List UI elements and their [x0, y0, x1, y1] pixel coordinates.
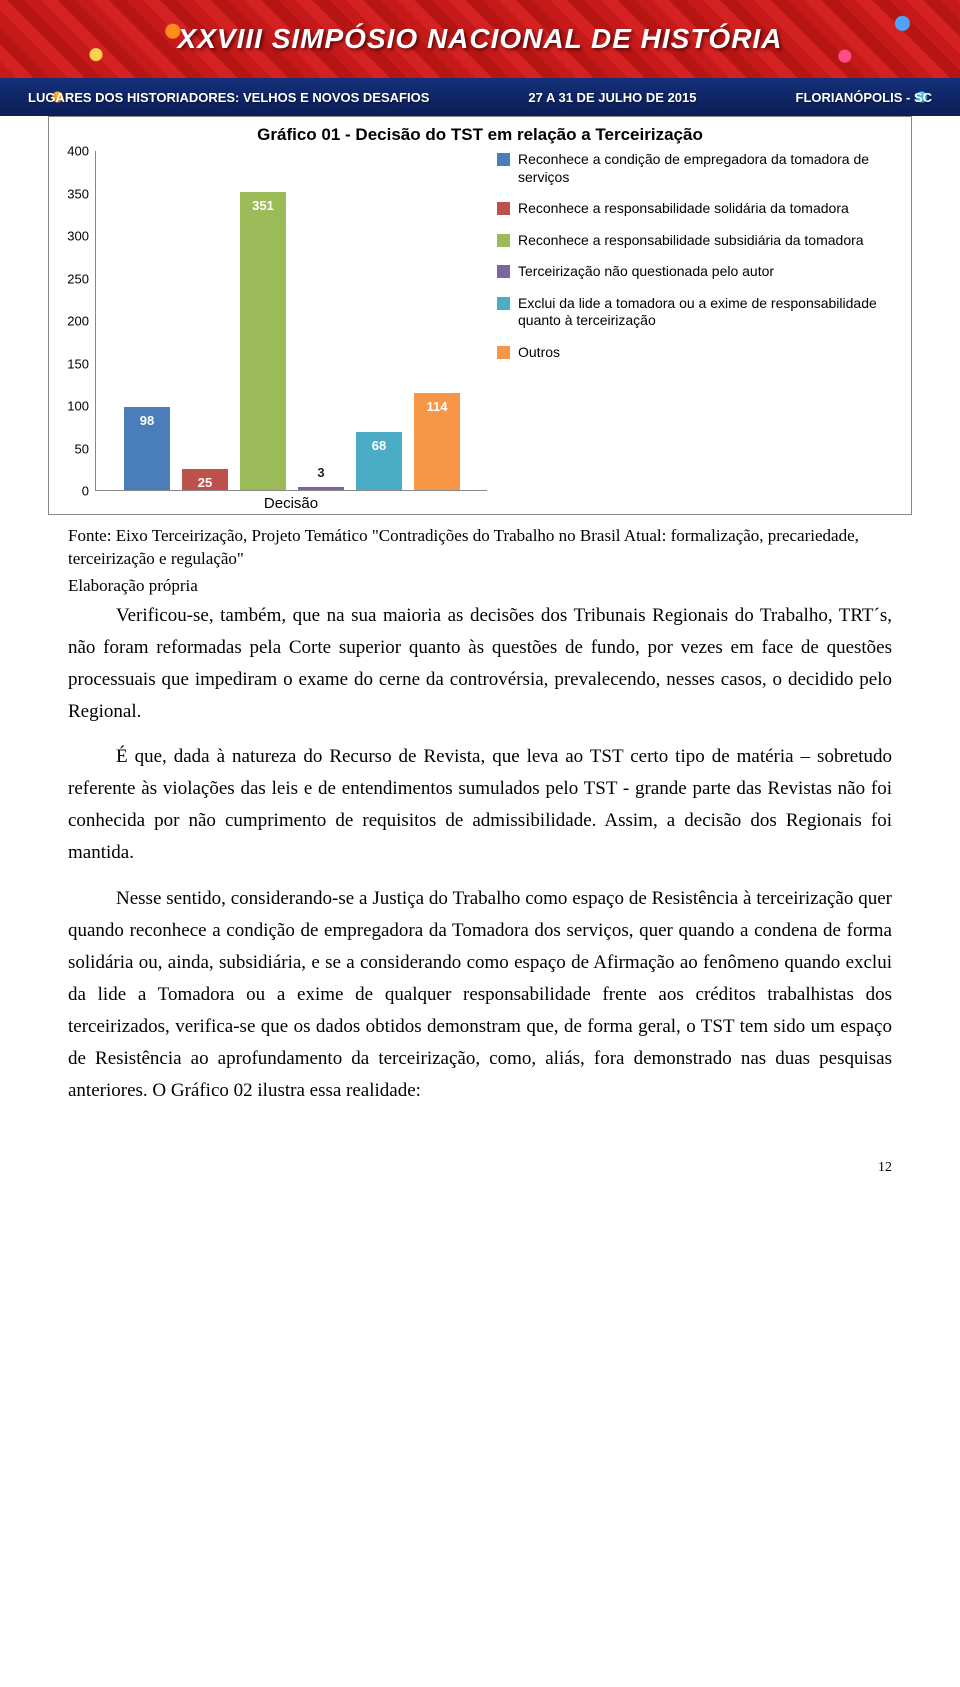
- legend-item: Reconhece a responsabilidade solidária d…: [497, 200, 903, 218]
- legend-swatch: [497, 153, 510, 166]
- event-banner: XXVIII SIMPÓSIO NACIONAL DE HISTÓRIA LUG…: [0, 0, 960, 116]
- page-number: 12: [0, 1160, 960, 1196]
- body-paragraph-3: Nesse sentido, considerando-se a Justiça…: [68, 883, 892, 1106]
- banner-subtitle-center: 27 A 31 DE JULHO DE 2015: [528, 90, 696, 105]
- legend-item: Exclui da lide a tomadora ou a exime de …: [497, 295, 903, 330]
- bar-value-label: 68: [356, 438, 402, 453]
- chart-title: Gráfico 01 - Decisão do TST em relação a…: [57, 125, 903, 145]
- banner-bottom: LUGARES DOS HISTORIADORES: VELHOS E NOVO…: [0, 78, 960, 116]
- x-axis-label: Decisão: [95, 491, 487, 512]
- bar-value-label: 25: [182, 475, 228, 490]
- bar-exclui_tomadora: 68: [356, 432, 402, 490]
- body-paragraph-1: Verificou-se, também, que na sua maioria…: [68, 600, 892, 728]
- legend-label: Exclui da lide a tomadora ou a exime de …: [518, 295, 903, 330]
- legend-label: Reconhece a condição de empregadora da t…: [518, 151, 903, 186]
- chart-source-caption: Fonte: Eixo Terceirização, Projeto Temát…: [68, 525, 892, 571]
- y-tick: 250: [57, 271, 89, 286]
- banner-top: XXVIII SIMPÓSIO NACIONAL DE HISTÓRIA: [0, 0, 960, 78]
- legend-item: Reconhece a condição de empregadora da t…: [497, 151, 903, 186]
- chart-elaboration-caption: Elaboração própria: [68, 575, 892, 598]
- bar-value-label: 114: [414, 399, 460, 414]
- legend-label: Terceirização não questionada pelo autor: [518, 263, 774, 281]
- y-tick: 400: [57, 144, 89, 159]
- y-axis: 050100150200250300350400: [57, 151, 93, 491]
- bar-resp_subsidiaria: 351: [240, 192, 286, 490]
- y-tick: 100: [57, 399, 89, 414]
- legend-swatch: [497, 297, 510, 310]
- legend-label: Outros: [518, 344, 560, 362]
- legend-swatch: [497, 346, 510, 359]
- legend-item: Outros: [497, 344, 903, 362]
- plot-area: 98 25 351 3 68 114: [95, 151, 487, 491]
- y-tick: 200: [57, 314, 89, 329]
- y-tick: 350: [57, 186, 89, 201]
- legend-swatch: [497, 202, 510, 215]
- bar-reconhece_empregadora: 98: [124, 407, 170, 490]
- banner-title: XXVIII SIMPÓSIO NACIONAL DE HISTÓRIA: [178, 23, 783, 55]
- chart-body: 050100150200250300350400 9825351368114 D…: [57, 151, 903, 512]
- y-tick: 150: [57, 356, 89, 371]
- legend-label: Reconhece a responsabilidade subsidiária…: [518, 232, 864, 250]
- bar-value-label: 98: [124, 413, 170, 428]
- bar-outros: 114: [414, 393, 460, 490]
- legend-item: Reconhece a responsabilidade subsidiária…: [497, 232, 903, 250]
- y-tick: 300: [57, 229, 89, 244]
- y-tick: 0: [57, 484, 89, 499]
- legend-swatch: [497, 265, 510, 278]
- legend-item: Terceirização não questionada pelo autor: [497, 263, 903, 281]
- banner-subtitle-left: LUGARES DOS HISTORIADORES: VELHOS E NOVO…: [28, 90, 429, 105]
- body-paragraph-2: É que, dada à natureza do Recurso de Rev…: [68, 741, 892, 869]
- page-content: Fonte: Eixo Terceirização, Projeto Temát…: [0, 521, 960, 1160]
- banner-subtitle-right: FLORIANÓPOLIS - SC: [796, 90, 933, 105]
- chart-figure: Gráfico 01 - Decisão do TST em relação a…: [48, 116, 912, 515]
- bar-value-label: 351: [240, 198, 286, 213]
- bar-resp_solidaria: 25: [182, 469, 228, 490]
- chart-plot: 050100150200250300350400 9825351368114 D…: [57, 151, 487, 512]
- legend-swatch: [497, 234, 510, 247]
- bar-value-label: 3: [298, 465, 344, 480]
- bar-nao_questionada: 3: [298, 487, 344, 490]
- y-tick: 50: [57, 441, 89, 456]
- chart-legend: Reconhece a condição de empregadora da t…: [493, 151, 903, 512]
- legend-label: Reconhece a responsabilidade solidária d…: [518, 200, 849, 218]
